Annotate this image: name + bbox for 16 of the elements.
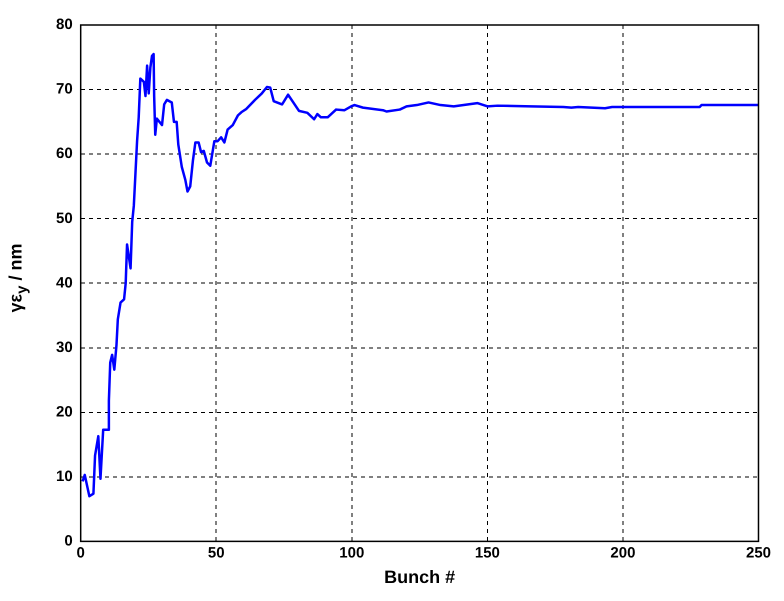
x-tick-label: 0 (76, 544, 85, 562)
x-tick-label: 200 (610, 544, 636, 562)
y-tick-label: 30 (56, 338, 73, 356)
x-tick-label: 150 (474, 544, 500, 562)
x-axis-title: Bunch # (384, 567, 456, 588)
y-tick-label: 20 (56, 403, 73, 420)
x-tick-label: 50 (208, 544, 225, 562)
x-tick-label: 100 (339, 544, 364, 562)
y-tick-label: 50 (56, 210, 73, 227)
y-tick-label: 70 (56, 80, 73, 98)
y-tick-label: 10 (56, 468, 73, 485)
y-tick-label: 80 (56, 16, 73, 34)
y-tick-label: 0 (64, 532, 73, 550)
y-tick-label: 60 (56, 145, 73, 162)
x-tick-label: 250 (746, 544, 771, 562)
y-tick-label: 40 (56, 274, 73, 292)
